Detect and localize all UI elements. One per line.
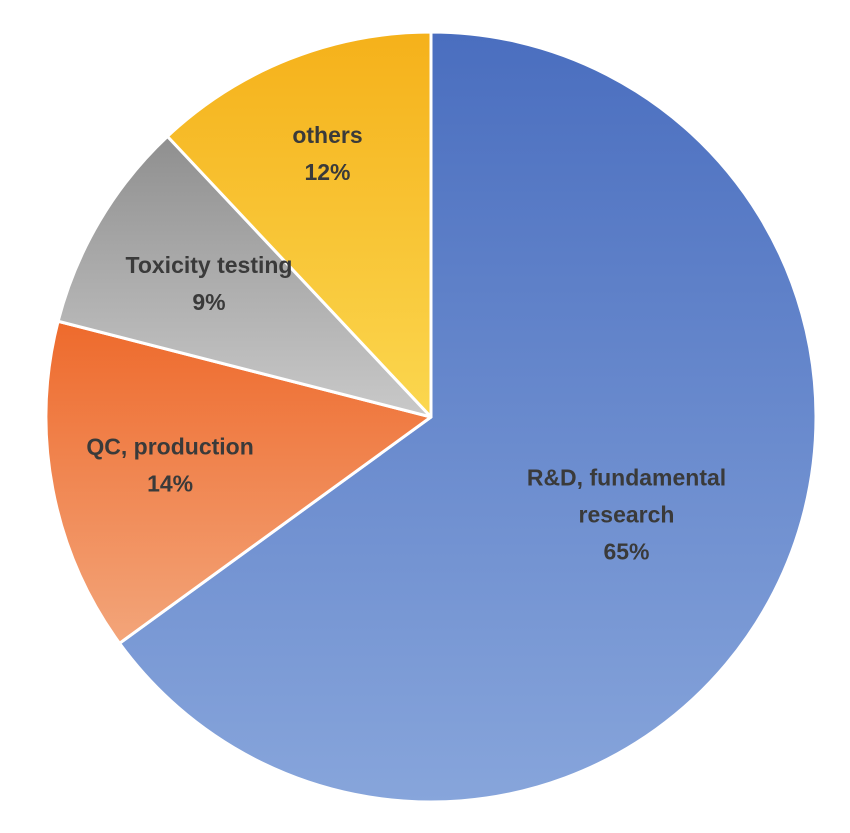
slice-category-label: QC, production: [86, 433, 253, 459]
slice-percent-label: 9%: [192, 289, 225, 315]
pie-slice-1: [44, 319, 433, 645]
slice-percent-label: 65%: [603, 539, 649, 565]
pie-slice-3: [165, 30, 433, 419]
labels-layer: R&D, fundamental research 65% QC, productio…: [86, 122, 726, 564]
slice-label-0: R&D, fundamental research 65%: [527, 465, 726, 565]
slices-layer: [44, 30, 818, 804]
slice-category-label: research: [579, 502, 675, 528]
slice-label-1: QC, production 14%: [86, 433, 253, 496]
pie-slice-2: [56, 134, 433, 419]
slice-percent-label: 12%: [304, 159, 350, 185]
slice-category-label: Toxicity testing: [126, 252, 293, 278]
pie-slice-0: [118, 30, 818, 804]
slice-label-3: others 12%: [292, 122, 362, 185]
slice-category-label: R&D, fundamental: [527, 465, 726, 491]
slice-percent-label: 14%: [147, 470, 193, 496]
slice-category-label: others: [292, 122, 362, 148]
slice-label-2: Toxicity testing 9%: [126, 252, 293, 315]
